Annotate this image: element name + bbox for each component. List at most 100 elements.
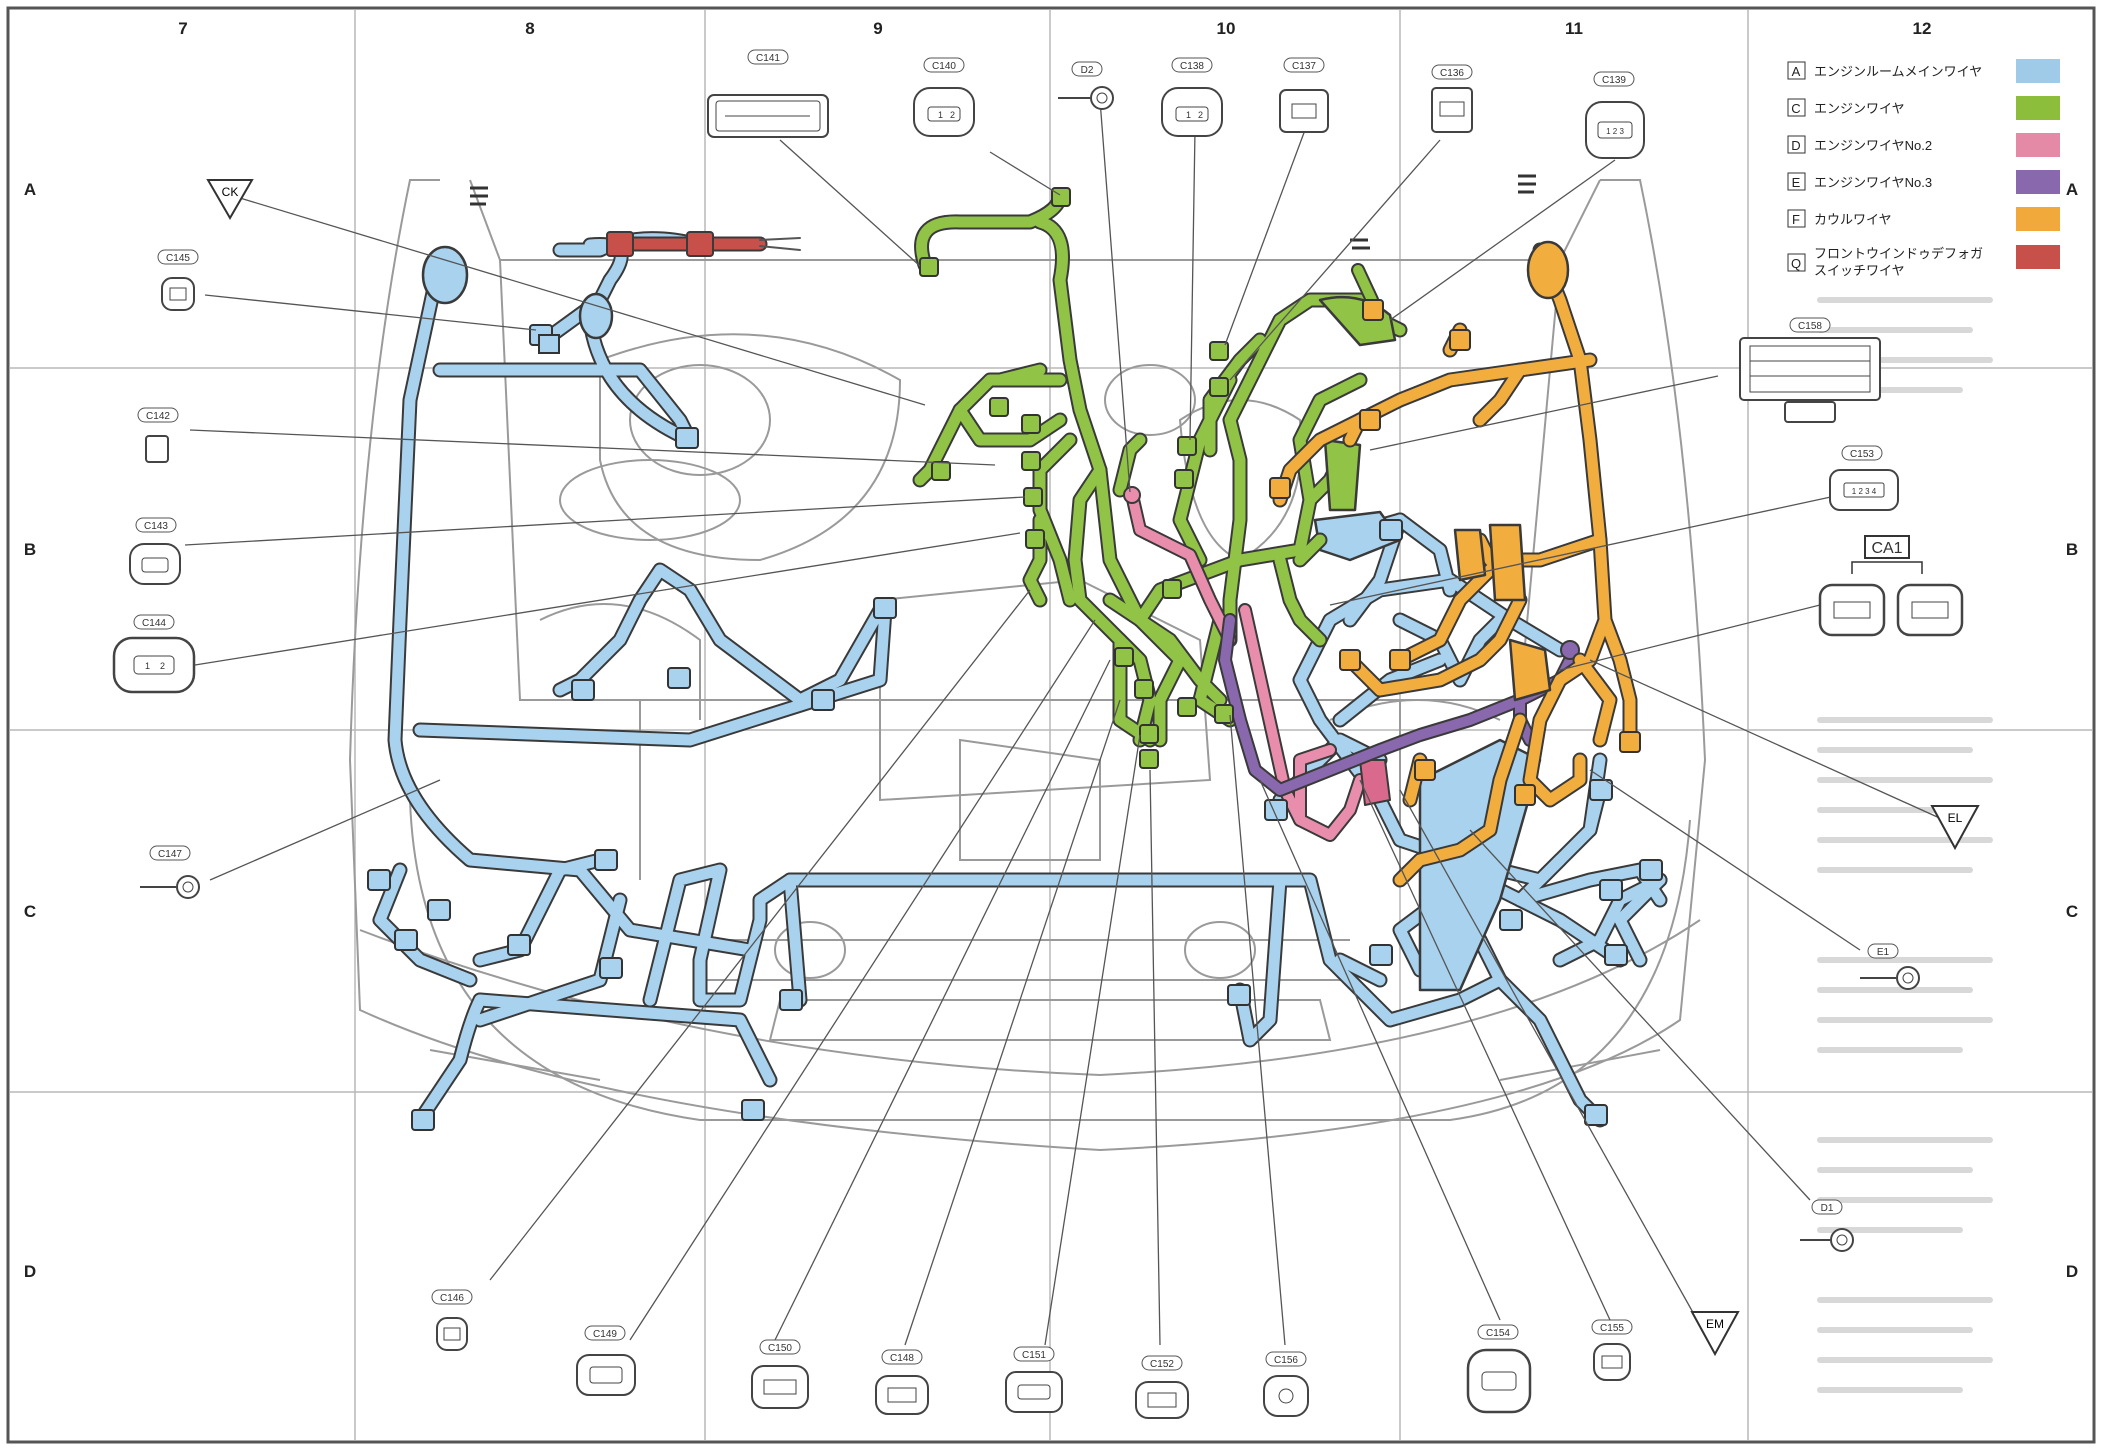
svg-text:エンジンワイヤ: エンジンワイヤ bbox=[1814, 101, 1905, 116]
col-label-7: 7 bbox=[178, 19, 187, 38]
row-label-d-right: D bbox=[2066, 1262, 2078, 1281]
column-labels: 7 8 9 10 11 12 bbox=[178, 19, 1931, 38]
svg-text:カウルワイヤ: カウルワイヤ bbox=[1814, 212, 1892, 227]
legend-item-a: A エンジンルームメインワイヤ bbox=[1787, 59, 2060, 83]
connector-c137[interactable]: C137 bbox=[1279, 57, 1329, 133]
background-text-lines bbox=[1817, 297, 1993, 1393]
harness-connector-blocks bbox=[367, 187, 1663, 1131]
svg-text:C138: C138 bbox=[1180, 61, 1204, 72]
svg-text:C146: C146 bbox=[440, 1293, 464, 1304]
svg-text:Q: Q bbox=[1791, 256, 1801, 271]
svg-text:F: F bbox=[1792, 212, 1800, 227]
connector-c156[interactable]: C156 bbox=[1263, 1351, 1309, 1417]
legend-item-c: C エンジンワイヤ bbox=[1787, 96, 2060, 120]
svg-text:C141: C141 bbox=[756, 53, 780, 64]
svg-text:E: E bbox=[1792, 175, 1801, 190]
connector-c142[interactable]: C142 bbox=[137, 407, 179, 463]
svg-text:CA1: CA1 bbox=[1871, 540, 1902, 557]
row-label-b-right: B bbox=[2066, 540, 2078, 559]
svg-text:C153: C153 bbox=[1850, 449, 1874, 460]
connector-c150[interactable]: C150 bbox=[751, 1339, 809, 1409]
svg-text:エンジンルームメインワイヤ: エンジンルームメインワイヤ bbox=[1814, 64, 1982, 79]
svg-text:C152: C152 bbox=[1150, 1359, 1174, 1370]
legend: A エンジンルームメインワイヤ C エンジンワイヤ D エンジンワイヤNo.2 … bbox=[1787, 59, 2060, 278]
connector-c155[interactable]: C155 bbox=[1591, 1319, 1633, 1381]
svg-text:フロントウインドゥデフォガ: フロントウインドゥデフォガ bbox=[1814, 246, 1983, 261]
svg-text:C158: C158 bbox=[1798, 321, 1822, 332]
svg-text:C148: C148 bbox=[890, 1353, 914, 1364]
row-label-a-left: A bbox=[24, 180, 36, 199]
connector-c153[interactable]: C153 1 2 3 4 bbox=[1829, 445, 1899, 511]
svg-text:C144: C144 bbox=[142, 618, 166, 629]
svg-text:C147: C147 bbox=[158, 849, 182, 860]
svg-text:C137: C137 bbox=[1292, 61, 1316, 72]
svg-text:C156: C156 bbox=[1274, 1355, 1298, 1366]
connector-c154[interactable]: C154 bbox=[1466, 1324, 1532, 1414]
connector-c143[interactable]: C143 bbox=[129, 517, 181, 585]
svg-text:1: 1 bbox=[1186, 110, 1191, 120]
col-label-10: 10 bbox=[1217, 19, 1236, 38]
connector-c136[interactable]: C136 bbox=[1431, 64, 1473, 133]
row-label-d-left: D bbox=[24, 1262, 36, 1281]
legend-item-e: E エンジンワイヤNo.3 bbox=[1787, 170, 2060, 194]
svg-text:2: 2 bbox=[1198, 110, 1203, 120]
row-label-b-left: B bbox=[24, 540, 36, 559]
svg-text:D: D bbox=[1791, 138, 1800, 153]
svg-text:C150: C150 bbox=[768, 1343, 792, 1354]
connector-c149[interactable]: C149 bbox=[576, 1325, 636, 1396]
svg-text:2: 2 bbox=[950, 110, 955, 120]
svg-text:エンジンワイヤNo.3: エンジンワイヤNo.3 bbox=[1814, 175, 1932, 190]
svg-text:C139: C139 bbox=[1602, 75, 1626, 86]
ground-d2[interactable]: D2 bbox=[1058, 61, 1114, 110]
svg-text:C: C bbox=[1791, 101, 1800, 116]
ground-e1[interactable]: E1 bbox=[1860, 943, 1920, 990]
connector-c141[interactable]: C141 bbox=[707, 49, 829, 138]
svg-text:C151: C151 bbox=[1022, 1350, 1046, 1361]
connector-c158[interactable]: C158 bbox=[1739, 317, 1881, 423]
triangle-markers: CK EL EM bbox=[206, 179, 1980, 1357]
harness-d-engine2 bbox=[1123, 486, 1391, 842]
connector-c139[interactable]: C139 1 2 3 bbox=[1585, 71, 1645, 159]
connector-ca1[interactable]: CA1 bbox=[1818, 535, 1964, 637]
legend-item-d: D エンジンワイヤNo.2 bbox=[1787, 133, 2060, 157]
row-label-a-right: A bbox=[2066, 180, 2078, 199]
ground-d1[interactable]: D1 bbox=[1800, 1199, 1854, 1252]
legend-item-q: Q フロントウインドゥデフォガ スイッチワイヤ bbox=[1787, 245, 2060, 278]
svg-text:C136: C136 bbox=[1440, 68, 1464, 79]
svg-text:EL: EL bbox=[1948, 811, 1963, 825]
svg-text:C142: C142 bbox=[146, 411, 170, 422]
connector-c148[interactable]: C148 bbox=[875, 1349, 929, 1415]
svg-text:2: 2 bbox=[160, 661, 165, 671]
connector-c151[interactable]: C151 bbox=[1005, 1346, 1063, 1413]
marker-ck[interactable]: CK bbox=[206, 179, 254, 220]
svg-text:E1: E1 bbox=[1877, 947, 1890, 958]
svg-text:C145: C145 bbox=[166, 253, 190, 264]
row-label-c-left: C bbox=[24, 902, 36, 921]
svg-text:C143: C143 bbox=[144, 521, 168, 532]
legend-item-f: F カウルワイヤ bbox=[1787, 207, 2060, 231]
harness-a-main bbox=[372, 231, 1668, 1128]
marker-el[interactable]: EL bbox=[1930, 805, 1980, 851]
col-label-12: 12 bbox=[1913, 19, 1932, 38]
svg-text:1 2 3: 1 2 3 bbox=[1606, 127, 1624, 136]
svg-text:1: 1 bbox=[938, 110, 943, 120]
marker-em[interactable]: EM bbox=[1690, 1311, 1740, 1357]
row-label-c-right: C bbox=[2066, 902, 2078, 921]
svg-text:CK: CK bbox=[222, 185, 239, 199]
connector-c152[interactable]: C152 bbox=[1135, 1355, 1189, 1419]
col-label-11: 11 bbox=[1565, 19, 1583, 38]
svg-text:D1: D1 bbox=[1821, 1203, 1834, 1214]
ground-c147[interactable]: C147 bbox=[140, 845, 200, 899]
row-labels: A B C D A B C D bbox=[24, 180, 2078, 1281]
col-label-8: 8 bbox=[525, 19, 534, 38]
connector-c146[interactable]: C146 bbox=[431, 1289, 473, 1351]
connector-c145[interactable]: C145 bbox=[157, 249, 199, 311]
svg-text:EM: EM bbox=[1706, 1317, 1724, 1331]
harness-q-defogger bbox=[606, 231, 801, 257]
svg-text:C149: C149 bbox=[593, 1329, 617, 1340]
